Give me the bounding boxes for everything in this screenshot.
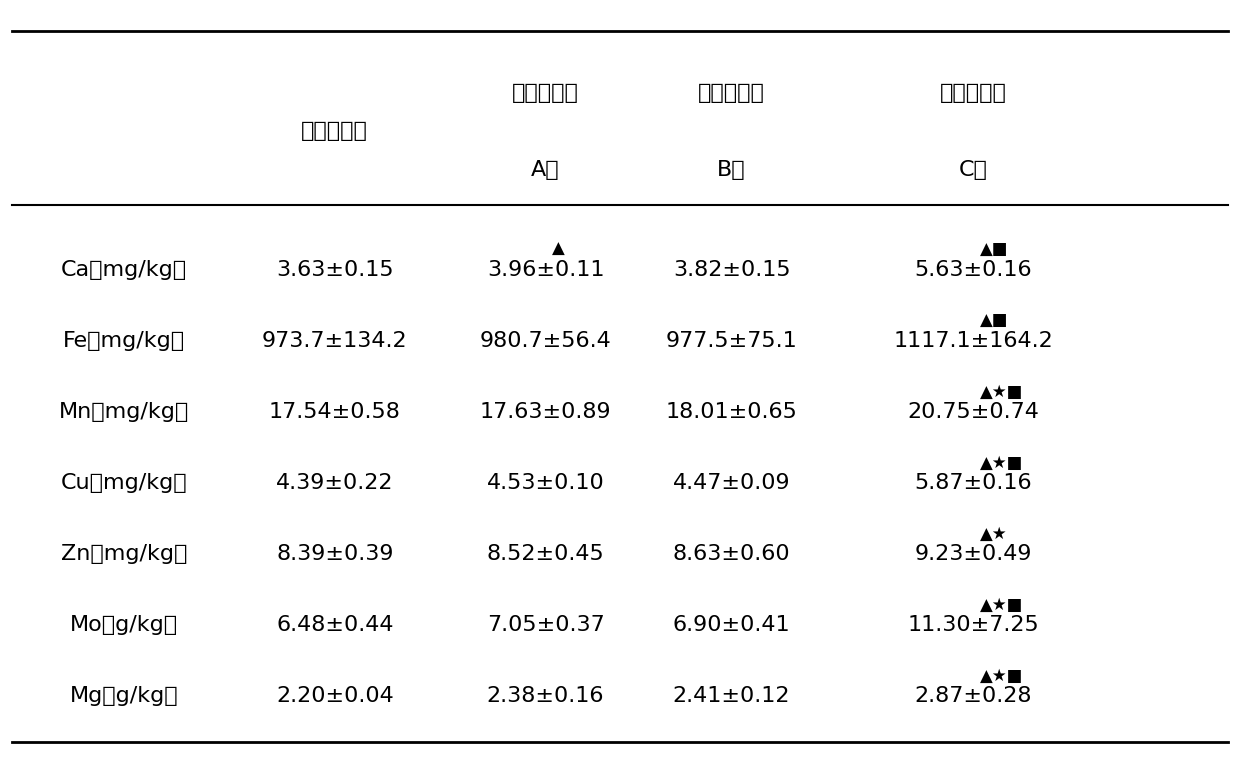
Text: 5.87±0.16: 5.87±0.16 — [915, 473, 1032, 493]
Text: 复合乳酸菌: 复合乳酸菌 — [940, 83, 1007, 103]
Text: 2.87±0.28: 2.87±0.28 — [915, 686, 1032, 707]
Text: ▲■: ▲■ — [980, 240, 1008, 258]
Text: 4.53±0.10: 4.53±0.10 — [487, 473, 604, 493]
Text: 977.5±75.1: 977.5±75.1 — [666, 331, 797, 351]
Text: 2.41±0.12: 2.41±0.12 — [673, 686, 790, 707]
Text: 3.96±0.11: 3.96±0.11 — [487, 260, 604, 280]
Text: 2.38±0.16: 2.38±0.16 — [487, 686, 604, 707]
Text: ▲★■: ▲★■ — [980, 667, 1023, 685]
Text: 空白对照组: 空白对照组 — [301, 121, 368, 141]
Text: 复合乳酸菌: 复合乳酸菌 — [512, 83, 579, 103]
Text: 7.05±0.37: 7.05±0.37 — [487, 615, 604, 635]
Text: ▲★■: ▲★■ — [980, 596, 1023, 614]
Text: B组: B组 — [717, 160, 746, 180]
Text: ▲★■: ▲★■ — [980, 454, 1023, 472]
Text: 5.63±0.16: 5.63±0.16 — [915, 260, 1032, 280]
Text: 18.01±0.65: 18.01±0.65 — [666, 402, 797, 422]
Text: A组: A组 — [531, 160, 560, 180]
Text: 6.48±0.44: 6.48±0.44 — [277, 615, 393, 635]
Text: ▲: ▲ — [552, 240, 564, 258]
Text: ▲■: ▲■ — [980, 312, 1008, 329]
Text: 6.90±0.41: 6.90±0.41 — [673, 615, 790, 635]
Text: 973.7±134.2: 973.7±134.2 — [262, 331, 408, 351]
Text: 8.52±0.45: 8.52±0.45 — [487, 544, 604, 564]
Text: 8.39±0.39: 8.39±0.39 — [277, 544, 393, 564]
Text: Zn（mg/kg）: Zn（mg/kg） — [61, 544, 187, 564]
Text: Fe（mg/kg）: Fe（mg/kg） — [63, 331, 185, 351]
Text: 8.63±0.60: 8.63±0.60 — [673, 544, 790, 564]
Text: 复合乳酸菌: 复合乳酸菌 — [698, 83, 765, 103]
Text: Mg（g/kg）: Mg（g/kg） — [69, 686, 179, 707]
Text: 3.82±0.15: 3.82±0.15 — [673, 260, 790, 280]
Text: 11.30±7.25: 11.30±7.25 — [908, 615, 1039, 635]
Text: 4.39±0.22: 4.39±0.22 — [277, 473, 393, 493]
Text: 9.23±0.49: 9.23±0.49 — [915, 544, 1032, 564]
Text: 980.7±56.4: 980.7±56.4 — [480, 331, 611, 351]
Text: ▲★: ▲★ — [980, 525, 1007, 543]
Text: ▲★■: ▲★■ — [980, 383, 1023, 400]
Text: 17.63±0.89: 17.63±0.89 — [480, 402, 611, 422]
Text: Mn（mg/kg）: Mn（mg/kg） — [58, 402, 190, 422]
Text: 1117.1±164.2: 1117.1±164.2 — [894, 331, 1053, 351]
Text: 4.47±0.09: 4.47±0.09 — [673, 473, 790, 493]
Text: Ca（mg/kg）: Ca（mg/kg） — [61, 260, 187, 280]
Text: 20.75±0.74: 20.75±0.74 — [908, 402, 1039, 422]
Text: C组: C组 — [959, 160, 988, 180]
Text: 3.63±0.15: 3.63±0.15 — [277, 260, 393, 280]
Text: 17.54±0.58: 17.54±0.58 — [269, 402, 401, 422]
Text: Cu（mg/kg）: Cu（mg/kg） — [61, 473, 187, 493]
Text: Mo（g/kg）: Mo（g/kg） — [69, 615, 179, 635]
Text: 2.20±0.04: 2.20±0.04 — [277, 686, 393, 707]
